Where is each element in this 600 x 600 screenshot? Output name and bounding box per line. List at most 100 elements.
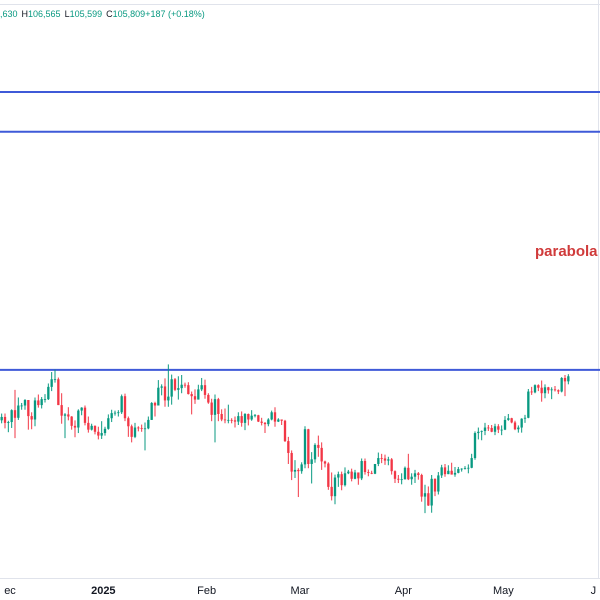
candle-body bbox=[77, 410, 80, 428]
candle-body bbox=[453, 472, 457, 475]
candle-body bbox=[540, 387, 543, 394]
candle-body bbox=[313, 444, 317, 460]
candle-body bbox=[130, 426, 133, 437]
candle-body bbox=[400, 479, 403, 481]
candle-body bbox=[220, 413, 223, 420]
candle-body bbox=[267, 419, 270, 425]
candle-body bbox=[160, 386, 163, 388]
candle-body bbox=[0, 416, 3, 421]
candle-body bbox=[467, 467, 470, 469]
header-part: L bbox=[65, 9, 70, 19]
header-part: 106,565 bbox=[28, 9, 61, 19]
candle-body bbox=[367, 472, 370, 473]
candle-body bbox=[493, 426, 497, 432]
candle-body bbox=[33, 400, 37, 420]
candle-body bbox=[503, 419, 507, 430]
candle-body bbox=[250, 415, 253, 420]
candle-body bbox=[197, 389, 200, 400]
candle-body bbox=[140, 427, 143, 429]
candle-body bbox=[303, 429, 307, 465]
header-part: 105,809 bbox=[113, 9, 146, 19]
candle-body bbox=[423, 493, 427, 497]
candle-body bbox=[527, 391, 530, 418]
candle-body bbox=[200, 385, 203, 390]
candle-body bbox=[47, 386, 50, 400]
candle-body bbox=[13, 410, 17, 418]
candle-body bbox=[393, 471, 397, 479]
candle-body bbox=[247, 413, 250, 420]
candle-body bbox=[23, 400, 27, 406]
candle-body bbox=[557, 390, 560, 392]
candle-body bbox=[93, 425, 97, 432]
candle-body bbox=[470, 458, 473, 468]
candle-body bbox=[320, 447, 323, 462]
candle-body bbox=[460, 468, 463, 470]
candle-body bbox=[350, 471, 353, 479]
candle-body bbox=[123, 396, 127, 419]
candle-body bbox=[260, 421, 263, 423]
candle-body bbox=[37, 400, 40, 406]
candle-body bbox=[157, 387, 160, 406]
candle-body bbox=[533, 385, 537, 393]
candle-body bbox=[237, 416, 240, 422]
candle-body bbox=[257, 415, 260, 422]
candle-body bbox=[90, 425, 93, 430]
candle-body bbox=[100, 433, 103, 436]
candle-body bbox=[190, 394, 193, 397]
candle-body bbox=[363, 461, 367, 473]
candle-body bbox=[407, 467, 410, 480]
candle-body bbox=[263, 422, 267, 425]
candle-body bbox=[480, 430, 483, 432]
candle-body bbox=[53, 379, 57, 381]
candle-body bbox=[323, 461, 327, 464]
header-part: C bbox=[106, 9, 113, 19]
candle-body bbox=[193, 396, 197, 400]
candle-body bbox=[427, 493, 430, 506]
candle-body bbox=[233, 420, 237, 422]
candle-body bbox=[520, 418, 523, 428]
candle-body bbox=[283, 420, 287, 442]
candle-body bbox=[547, 387, 550, 391]
header-part: +187 (+0.18%) bbox=[145, 9, 205, 19]
candle-body bbox=[167, 396, 170, 401]
candle-body bbox=[227, 419, 230, 421]
candle-body bbox=[223, 419, 227, 421]
candle-body bbox=[517, 427, 520, 430]
candle-body bbox=[340, 474, 343, 486]
candle-body bbox=[450, 470, 453, 475]
candle-body bbox=[213, 399, 217, 415]
candle-body bbox=[30, 416, 33, 420]
candle-body bbox=[440, 467, 443, 476]
x-tick-label: ec bbox=[4, 585, 16, 597]
candle-body bbox=[270, 412, 273, 420]
candle-body bbox=[127, 418, 130, 427]
candle-body bbox=[510, 418, 513, 423]
candle-body bbox=[473, 433, 477, 459]
x-tick-label: May bbox=[493, 585, 514, 597]
candle-body bbox=[553, 389, 557, 391]
candle-body bbox=[67, 414, 70, 417]
candle-body bbox=[443, 467, 447, 475]
candle-body bbox=[353, 472, 357, 479]
candle-body bbox=[360, 461, 363, 479]
candle-body bbox=[103, 428, 107, 434]
candle-body bbox=[537, 385, 540, 388]
candle-body bbox=[433, 478, 437, 492]
header-part: 105,599 bbox=[70, 9, 103, 19]
x-tick-label: Feb bbox=[197, 585, 216, 597]
candle-body bbox=[40, 399, 43, 406]
candle-body bbox=[297, 469, 300, 472]
candle-body bbox=[380, 458, 383, 459]
candle-body bbox=[217, 399, 220, 414]
candle-body bbox=[307, 429, 310, 464]
candle-body bbox=[137, 427, 140, 429]
candle-body bbox=[500, 429, 503, 431]
candle-body bbox=[230, 419, 233, 421]
candle-body bbox=[447, 470, 450, 475]
candle-body bbox=[207, 394, 210, 403]
candle-body bbox=[143, 428, 147, 430]
candle-body bbox=[83, 407, 87, 423]
candle-body bbox=[210, 402, 213, 415]
candle-body bbox=[403, 467, 407, 480]
